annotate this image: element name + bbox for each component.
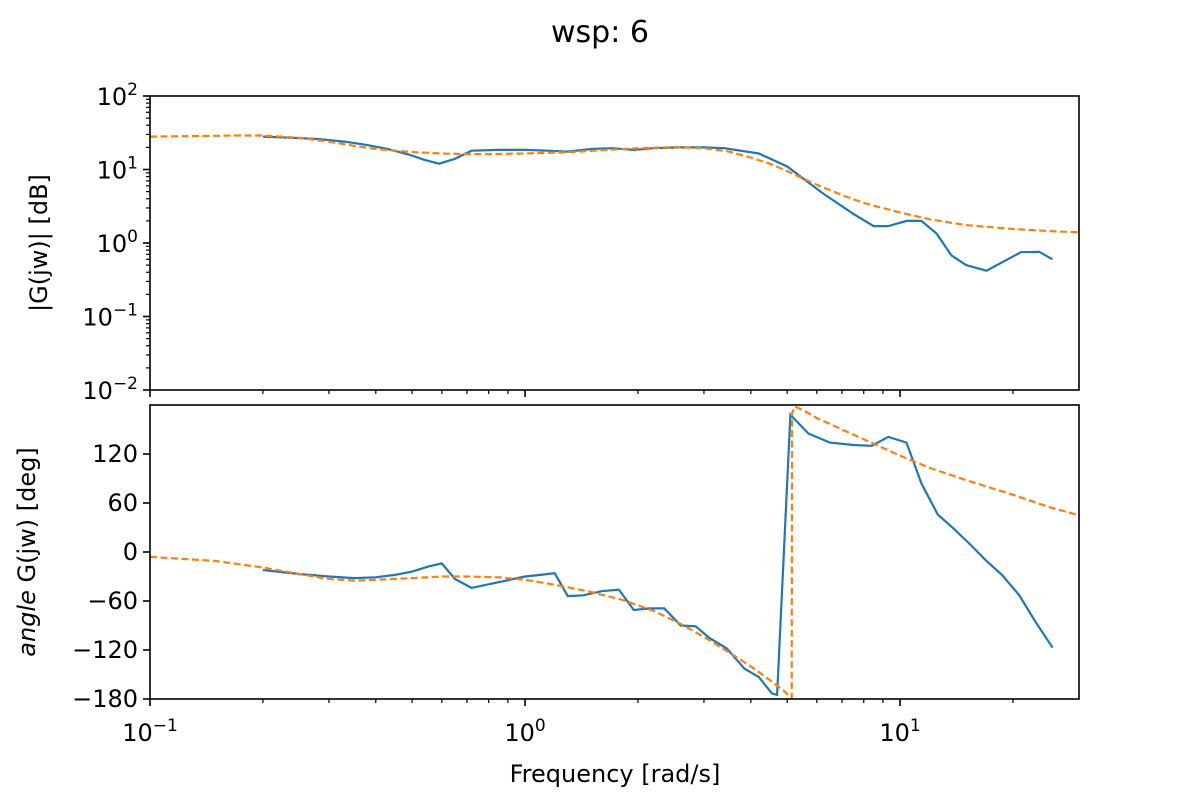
x-tick-label: 10−1 — [122, 716, 178, 747]
magnitude-ylabel: |G(jw)| [dB] — [25, 174, 53, 312]
phase-ytick-label: 60 — [107, 489, 138, 517]
x-tick-label: 100 — [504, 716, 545, 747]
phase-ylabel-italic: angle — [13, 590, 41, 657]
phase-series-model-line — [150, 405, 1079, 699]
phase-ytick-label: −60 — [87, 587, 138, 615]
magnitude-ytick-label: 10−1 — [82, 301, 138, 332]
magnitude-ytick-label: 101 — [97, 154, 138, 185]
magnitude-axes-frame — [149, 95, 1080, 391]
magnitude-series-group — [150, 134, 1079, 272]
magnitude-ytick-label: 102 — [97, 80, 138, 111]
phase-ylabel: angle G(jw) [deg] — [13, 447, 41, 656]
x-tick-label: 101 — [879, 716, 920, 747]
phase-panel: 120 60 0 −60 −120 −180 10−1 100 101 angle G(jw) … — [13, 404, 1080, 747]
x-axis-label: Frequency [rad/s] — [510, 760, 721, 788]
phase-axes-frame — [149, 404, 1080, 700]
phase-ticks: 120 60 0 −60 −120 −180 10−1 100 101 — [72, 440, 1014, 747]
figure-title: wsp: 6 — [551, 15, 649, 50]
phase-series-group — [150, 405, 1079, 699]
magnitude-ytick-label: 10−2 — [82, 374, 138, 405]
phase-ytick-label: 120 — [92, 440, 138, 468]
phase-series-measured-line — [262, 412, 1054, 697]
magnitude-ytick-label: 100 — [97, 227, 138, 258]
magnitude-series-measured-line — [262, 135, 1054, 272]
magnitude-ticks: 102 101 100 10−1 10−2 — [82, 80, 1014, 405]
phase-ytick-label: 0 — [123, 538, 138, 566]
magnitude-series-model-line — [150, 134, 1079, 234]
magnitude-panel: 102 101 100 10−1 10−2 |G(jw)| [dB] — [25, 80, 1080, 405]
phase-ytick-label: −180 — [72, 685, 138, 713]
phase-ytick-label: −120 — [72, 636, 138, 664]
phase-ylabel-rest: G(jw) [deg] — [13, 447, 41, 590]
